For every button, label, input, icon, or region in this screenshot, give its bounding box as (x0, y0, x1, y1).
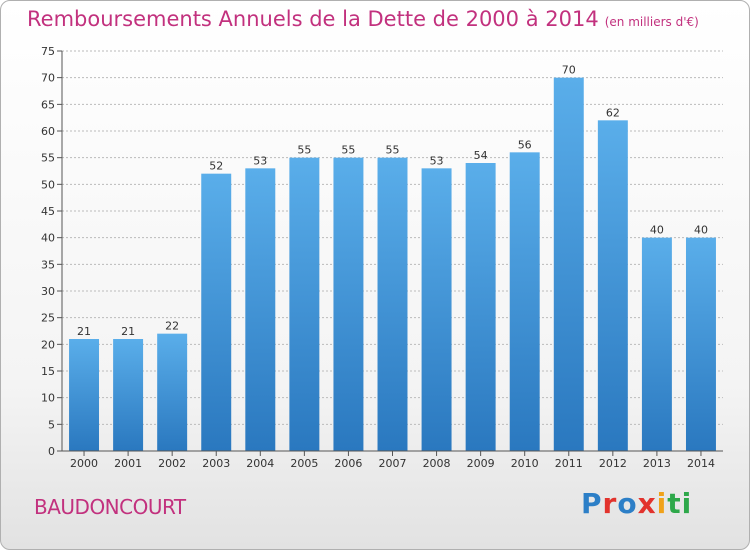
x-tick-label: 2012 (599, 457, 627, 470)
y-tick-label: 70 (41, 72, 55, 85)
x-tick-label: 2007 (379, 457, 407, 470)
y-axis: 0 5 10 15 20 25 30 35 40 45 50 55 60 65 70 75 (41, 45, 63, 458)
y-tick-label: 50 (41, 178, 55, 191)
data-label-2002: 22 (165, 320, 179, 333)
data-label-2014: 40 (694, 224, 708, 237)
y-tick-label: 55 (41, 152, 55, 165)
x-tick-label: 2014 (687, 457, 715, 470)
y-tick-label: 60 (41, 125, 55, 138)
y-tick-label: 25 (41, 312, 55, 325)
data-label-2011: 70 (562, 64, 576, 77)
bar-2000 (69, 339, 100, 451)
y-tick-label: 35 (41, 258, 55, 271)
data-label-2008: 53 (430, 154, 444, 167)
x-tick-label: 2000 (70, 457, 98, 470)
bar-2012 (597, 120, 628, 451)
chart-title: Remboursements Annuels de la Dette de 20… (27, 7, 699, 31)
x-tick-label: 2009 (467, 457, 495, 470)
bar-2001 (113, 339, 144, 451)
data-label-2000: 21 (77, 325, 91, 338)
y-tick-label: 20 (41, 338, 55, 351)
data-label-2013: 40 (650, 224, 664, 237)
data-label-2010: 56 (518, 138, 532, 151)
chart-unit: (en milliers d'€) (604, 15, 699, 29)
x-tick-label: 2001 (114, 457, 142, 470)
x-tick-label: 2005 (290, 457, 318, 470)
x-axis: 2000 2001 2002 2003 2004 2005 2006 2007 2008 2009… (62, 450, 723, 470)
data-label-2012: 62 (606, 106, 620, 119)
y-tick-label: 10 (41, 392, 55, 405)
y-tick-label: 5 (48, 418, 55, 431)
proxiti-logo: Proxiti (581, 487, 693, 520)
x-tick-label: 2010 (511, 457, 539, 470)
bar-2011 (553, 77, 584, 452)
bar-2014 (685, 237, 716, 451)
data-label-2009: 54 (474, 149, 488, 162)
data-label-2007: 55 (386, 144, 400, 157)
bar-2002 (157, 333, 188, 451)
data-label-2001: 21 (121, 325, 135, 338)
y-tick-label: 45 (41, 205, 55, 218)
x-tick-label: 2013 (643, 457, 671, 470)
x-tick-label: 2004 (246, 457, 274, 470)
y-tick-label: 30 (41, 285, 55, 298)
x-tick-label: 2008 (423, 457, 451, 470)
y-tick-label: 0 (48, 445, 55, 458)
chart-title-text: Remboursements Annuels de la Dette de 20… (27, 7, 599, 31)
bar-2008 (421, 168, 452, 452)
data-label-2003: 52 (209, 160, 223, 173)
x-tick-label: 2003 (202, 457, 230, 470)
data-label-2006: 55 (341, 144, 355, 157)
bar-2006 (333, 157, 364, 451)
data-label-2004: 53 (253, 154, 267, 167)
bar-2009 (465, 163, 496, 451)
bar-2004 (245, 168, 276, 452)
y-tick-label: 15 (41, 365, 55, 378)
x-tick-label: 2002 (158, 457, 186, 470)
y-tick-label: 65 (41, 98, 55, 111)
bar-2003 (201, 173, 232, 451)
data-label-2005: 55 (297, 144, 311, 157)
bar-2010 (509, 152, 540, 452)
bar-2005 (289, 157, 320, 451)
x-tick-label: 2011 (555, 457, 583, 470)
y-tick-label: 40 (41, 232, 55, 245)
city-name: BAUDONCOURT (34, 495, 186, 519)
bars: 21 21 22 52 53 55 55 55 53 54 56 70 62 40 40 (69, 64, 716, 452)
bar-2013 (641, 237, 672, 451)
y-tick-label: 75 (41, 45, 55, 58)
x-tick-label: 2006 (334, 457, 362, 470)
bar-2007 (377, 157, 408, 451)
